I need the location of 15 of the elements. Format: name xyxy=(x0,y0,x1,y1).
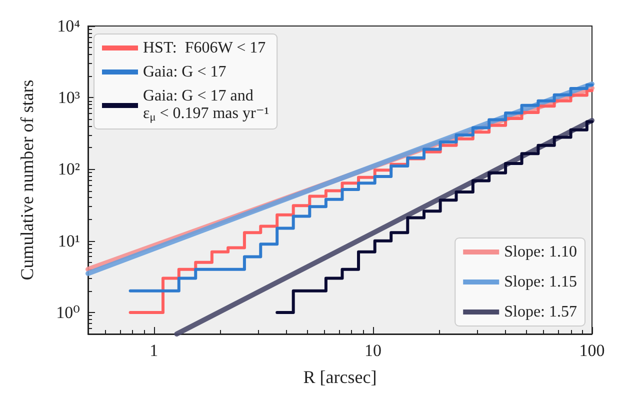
y-tick-label: 10³ xyxy=(58,88,80,108)
y-tick-label: 10⁴ xyxy=(57,16,80,36)
y-axis-title: Cumulative number of stars xyxy=(17,80,37,280)
legend-label: Slope: 1.15 xyxy=(504,274,577,290)
x-tick-label: 100 xyxy=(579,341,605,360)
x-tick-label: 1 xyxy=(150,341,158,360)
x-tick-label: 10 xyxy=(364,341,382,360)
legend-label: Slope: 1.10 xyxy=(504,244,577,260)
x-axis-title: R [arcsec] xyxy=(303,367,377,387)
legend-label: Gaia: G < 17 xyxy=(143,64,226,80)
y-tick-label: 10⁰ xyxy=(56,302,80,322)
y-tick-label: 10¹ xyxy=(58,231,80,250)
y-tick-label: 10² xyxy=(58,160,80,179)
legend-label: Slope: 1.57 xyxy=(504,304,577,320)
legend-label: HST: F606W < 17 xyxy=(143,40,266,56)
